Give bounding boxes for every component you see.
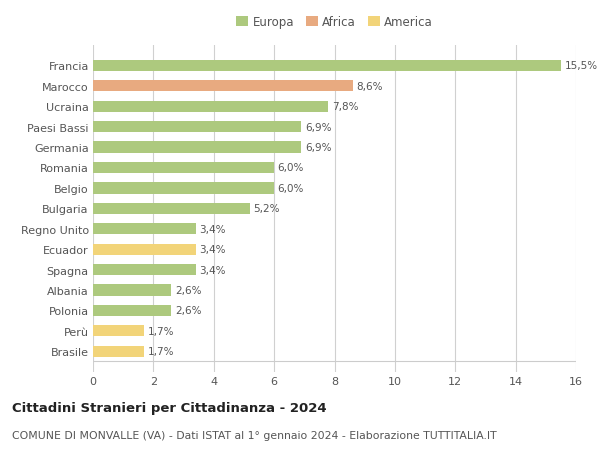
- Text: 3,4%: 3,4%: [199, 224, 226, 234]
- Bar: [93, 305, 172, 316]
- Bar: [93, 285, 172, 296]
- Text: 2,6%: 2,6%: [175, 285, 202, 295]
- Text: 7,8%: 7,8%: [332, 102, 359, 112]
- Text: 6,9%: 6,9%: [305, 143, 331, 153]
- Text: 5,2%: 5,2%: [254, 204, 280, 214]
- Text: 3,4%: 3,4%: [199, 245, 226, 255]
- Bar: [93, 61, 561, 72]
- Bar: [93, 122, 301, 133]
- Bar: [93, 101, 328, 112]
- Text: 6,0%: 6,0%: [278, 163, 304, 173]
- Text: 6,0%: 6,0%: [278, 184, 304, 194]
- Bar: [93, 183, 274, 194]
- Bar: [93, 264, 196, 275]
- Bar: [93, 325, 145, 336]
- Text: 1,7%: 1,7%: [148, 326, 175, 336]
- Text: 6,9%: 6,9%: [305, 123, 331, 132]
- Text: 2,6%: 2,6%: [175, 306, 202, 316]
- Text: 1,7%: 1,7%: [148, 347, 175, 356]
- Bar: [93, 244, 196, 255]
- Bar: [93, 203, 250, 214]
- Text: Cittadini Stranieri per Cittadinanza - 2024: Cittadini Stranieri per Cittadinanza - 2…: [12, 401, 326, 414]
- Text: COMUNE DI MONVALLE (VA) - Dati ISTAT al 1° gennaio 2024 - Elaborazione TUTTITALI: COMUNE DI MONVALLE (VA) - Dati ISTAT al …: [12, 431, 497, 440]
- Bar: [93, 346, 145, 357]
- Bar: [93, 162, 274, 174]
- Text: 3,4%: 3,4%: [199, 265, 226, 275]
- Legend: Europa, Africa, America: Europa, Africa, America: [236, 16, 433, 29]
- Text: 15,5%: 15,5%: [565, 62, 598, 71]
- Bar: [93, 81, 353, 92]
- Text: 8,6%: 8,6%: [356, 82, 383, 92]
- Bar: [93, 142, 301, 153]
- Bar: [93, 224, 196, 235]
